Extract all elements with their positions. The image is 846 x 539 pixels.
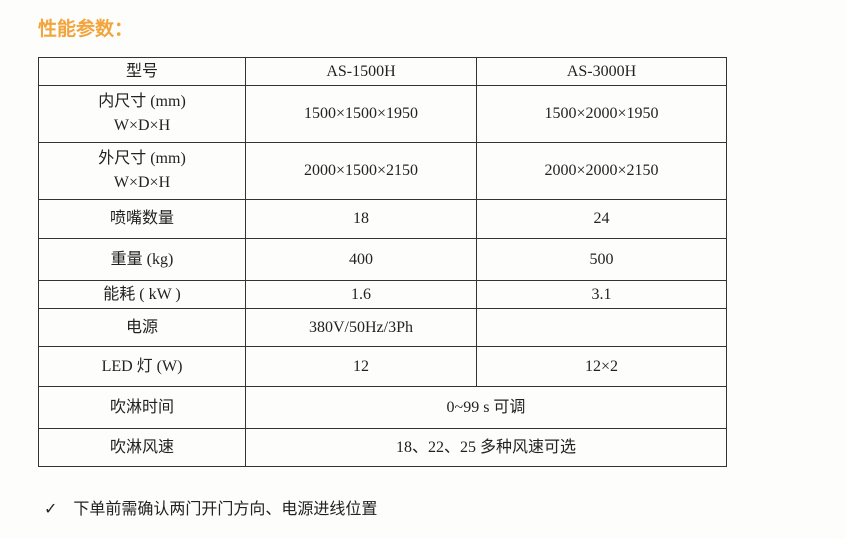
cell: 500 <box>476 238 727 281</box>
cell: 1500×2000×1950 <box>476 85 727 143</box>
row: 喷嘴数量 18 24 <box>38 199 727 239</box>
row: LED 灯 (W) 12 12×2 <box>38 346 727 387</box>
row: 电源 380V/50Hz/3Ph <box>38 308 727 347</box>
cell: 1500×1500×1950 <box>245 85 477 143</box>
note-text: 下单前需确认两门开门方向、电源进线位置 <box>73 501 378 518</box>
cell: 2000×1500×2150 <box>245 142 477 200</box>
cell: 2000×2000×2150 <box>476 142 727 200</box>
row-label: 喷嘴数量 <box>38 199 246 239</box>
row-label: LED 灯 (W) <box>38 346 246 387</box>
label-line: 外尺寸 (mm) <box>98 150 186 167</box>
header-cell: AS-3000H <box>476 57 727 86</box>
row-label: 重量 (kg) <box>38 238 246 281</box>
empty-cell <box>476 308 727 347</box>
cell: 18 <box>245 199 477 239</box>
label-line: W×D×H <box>113 174 171 191</box>
row-label: 电源 <box>38 308 246 347</box>
cell: 3.1 <box>476 280 727 309</box>
row-label: 内尺寸 (mm) W×D×H <box>38 85 246 143</box>
cell: 24 <box>476 199 727 239</box>
row-label: 吹淋风速 <box>38 428 246 467</box>
header-row: 型号 AS-1500H AS-3000H <box>38 57 727 86</box>
row-label: 能耗 ( kW ) <box>38 280 246 309</box>
heading: 性能参数： <box>38 18 134 40</box>
merged-cell: 18、22、25 多种风速可选 <box>245 428 727 467</box>
row: 吹淋风速 18、22、25 多种风速可选 <box>38 428 727 467</box>
header-cell: 型号 <box>38 57 246 86</box>
row: 能耗 ( kW ) 1.6 3.1 <box>38 280 727 309</box>
note: ✓ 下单前需确认两门开门方向、电源进线位置 <box>44 495 377 519</box>
row: 外尺寸 (mm) W×D×H 2000×1500×2150 2000×2000×2… <box>38 142 727 200</box>
row: 内尺寸 (mm) W×D×H 1500×1500×1950 1500×2000×1… <box>38 85 727 143</box>
cell: 12×2 <box>476 346 727 387</box>
row-label: 外尺寸 (mm) W×D×H <box>38 142 246 200</box>
cell: 400 <box>245 238 477 281</box>
label-line: W×D×H <box>113 117 171 134</box>
check-mark: ✓ <box>44 501 58 518</box>
cell: 380V/50Hz/3Ph <box>245 308 477 347</box>
cell: 12 <box>245 346 477 387</box>
row: 吹淋时间 0~99 s 可调 <box>38 386 727 429</box>
spec-table: 型号 AS-1500H AS-3000H 内尺寸 (mm) W×D×H 1500×… <box>38 57 727 467</box>
row-label: 吹淋时间 <box>38 386 246 429</box>
header-cell: AS-1500H <box>245 57 477 86</box>
label-line: 内尺寸 (mm) <box>98 93 186 110</box>
cell: 1.6 <box>245 280 477 309</box>
merged-cell: 0~99 s 可调 <box>245 386 727 429</box>
row: 重量 (kg) 400 500 <box>38 238 727 281</box>
